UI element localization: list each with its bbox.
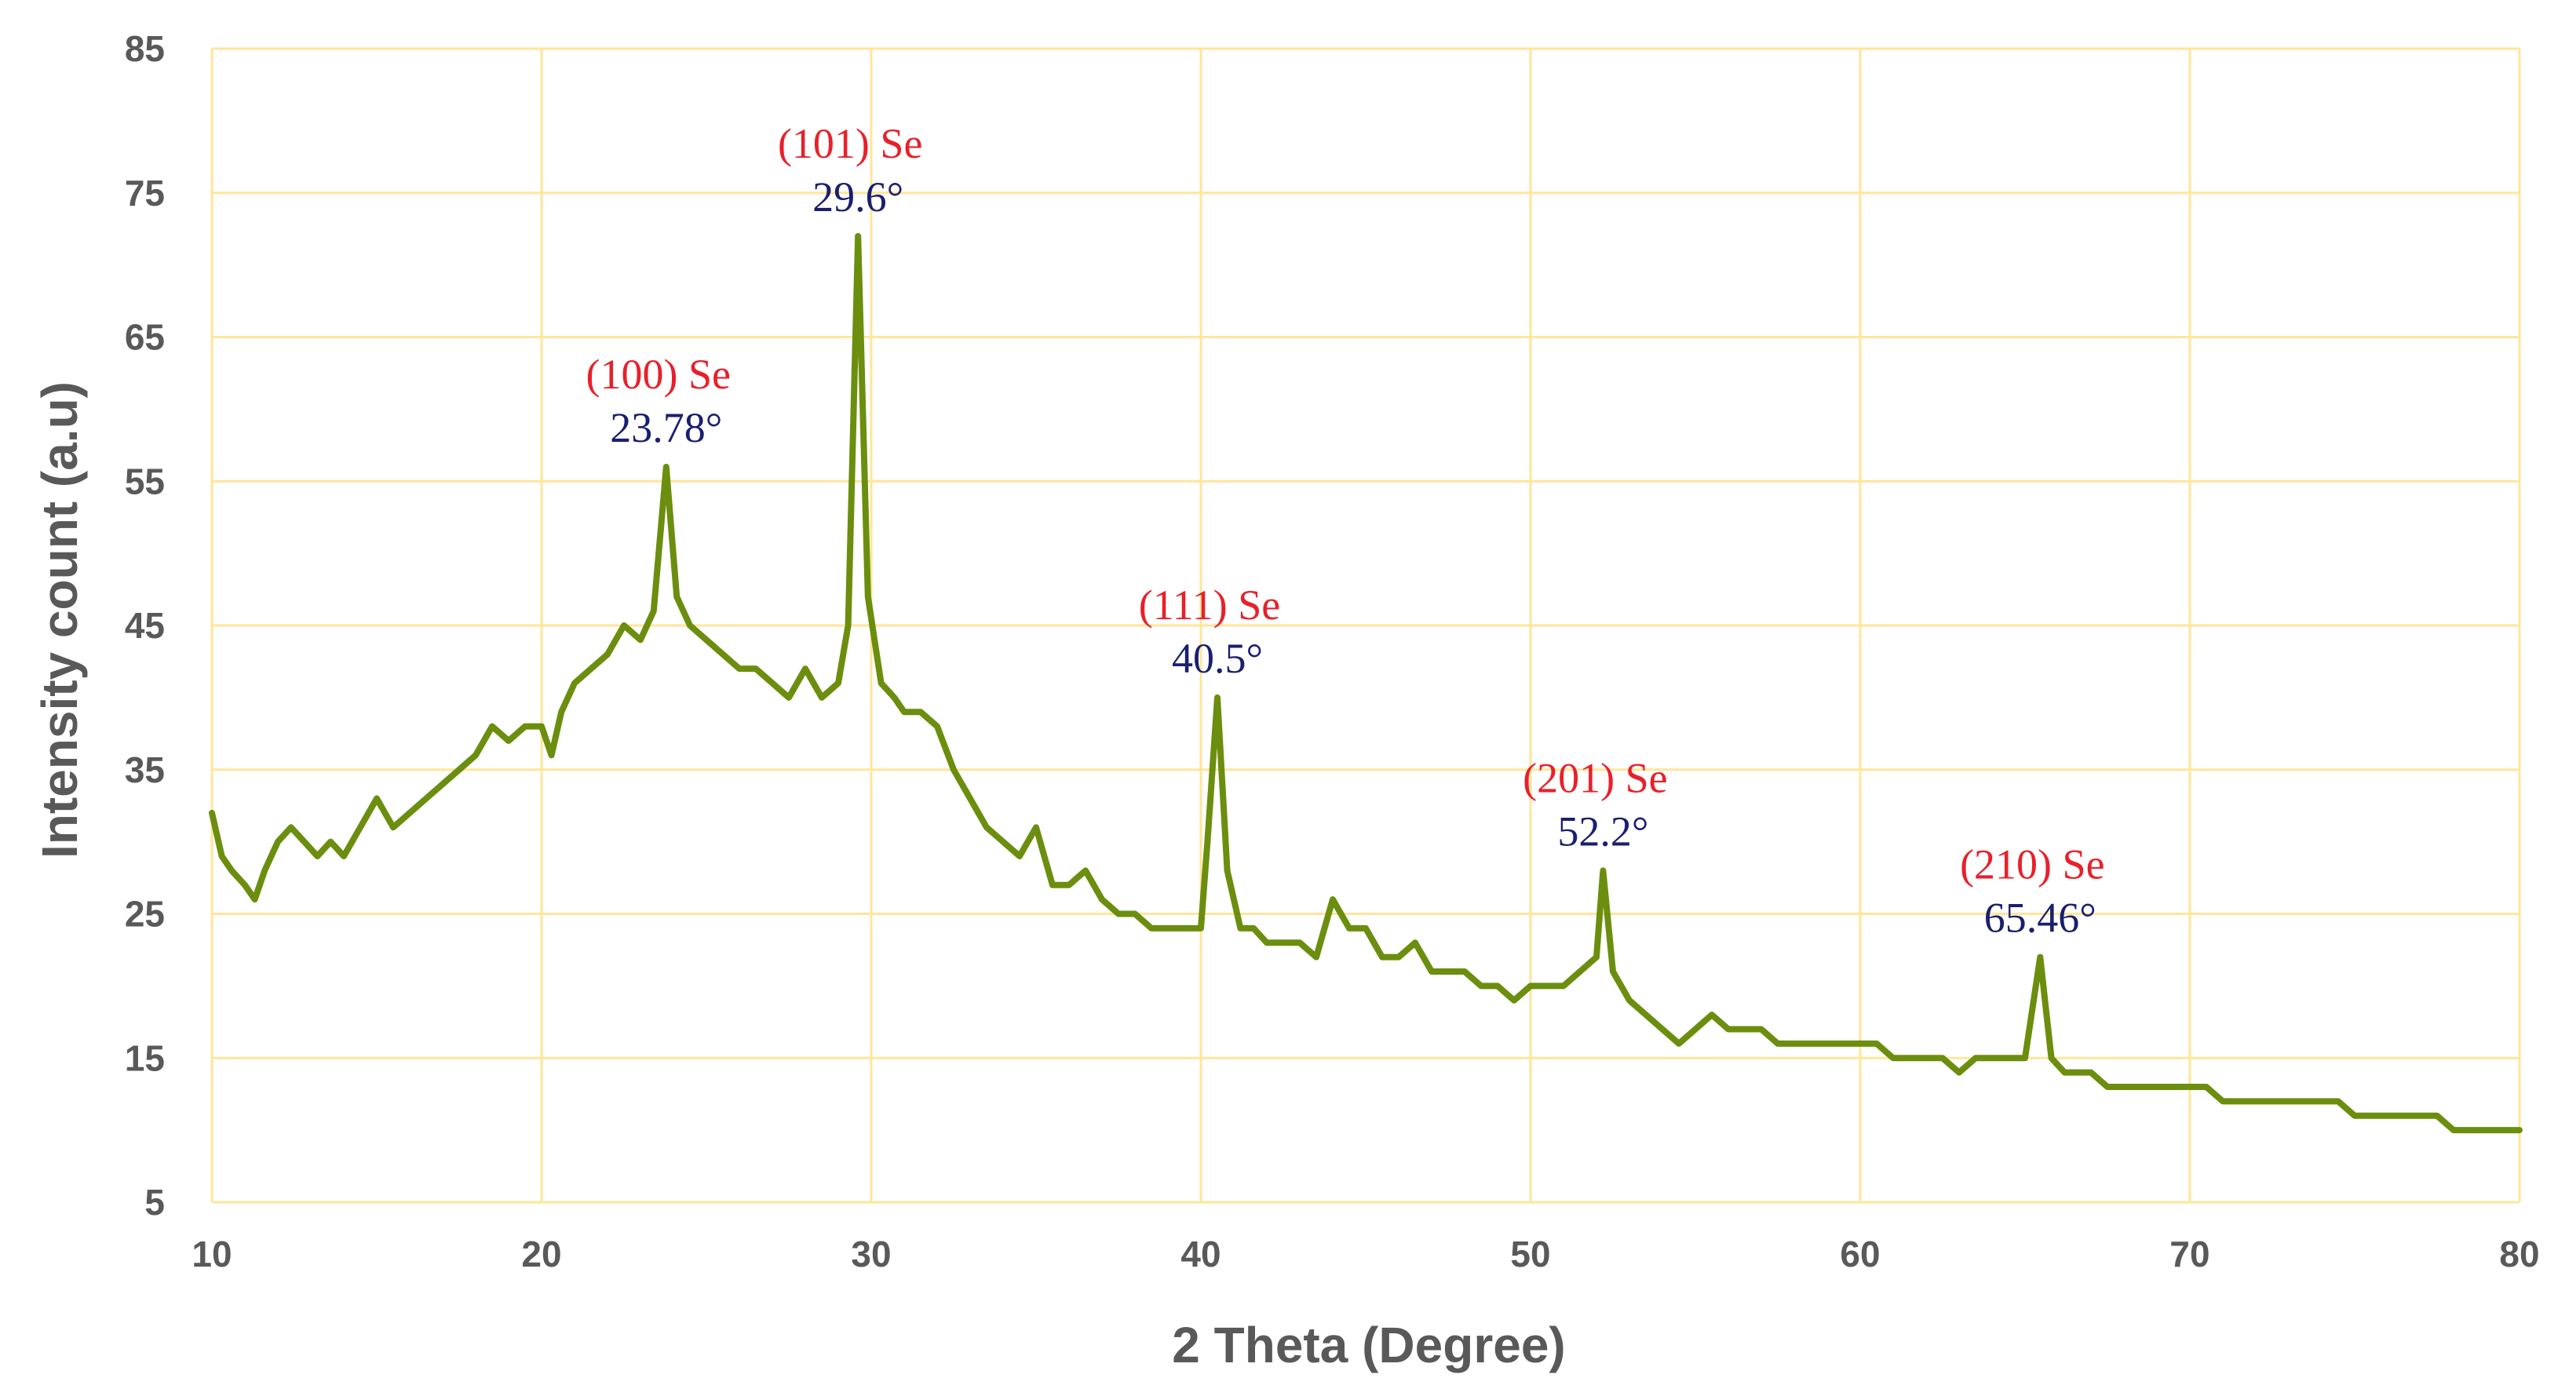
y-tick-label: 25 [125, 894, 165, 935]
peak-hkl-label: (210) Se [1960, 841, 2104, 888]
x-tick-label: 40 [1180, 1234, 1220, 1274]
series-line [209, 232, 2523, 1134]
peak-annotations: (100) Se 23.78° (101) Se 29.6° (111) Se 40.5°… [586, 120, 2105, 942]
y-tick-label: 85 [125, 28, 165, 69]
peak-angle-label: 65.46° [1984, 895, 2096, 942]
grid-layer [210, 47, 2521, 1204]
series-layer [209, 232, 2523, 1134]
peak-angle-label: 23.78° [610, 404, 722, 451]
x-tick-label: 10 [192, 1234, 232, 1274]
y-tick-label: 55 [125, 461, 165, 501]
y-tick-label: 15 [125, 1037, 165, 1078]
x-tick-label: 70 [2169, 1234, 2209, 1274]
peak-hkl-label: (100) Se [586, 351, 731, 398]
peak-angle-label: 29.6° [812, 173, 903, 221]
x-tick-label: 80 [2499, 1234, 2539, 1274]
y-tick-label: 65 [125, 317, 165, 358]
y-axis-ticks: 5 15 25 35 45 55 65 75 85 [125, 28, 165, 1223]
y-tick-label: 35 [125, 749, 165, 790]
peak-angle-label: 40.5° [1172, 635, 1263, 682]
x-tick-label: 50 [1510, 1234, 1550, 1274]
peak-angle-label: 52.2° [1557, 808, 1648, 855]
y-tick-label: 45 [125, 605, 165, 646]
peak-hkl-label: (111) Se [1139, 582, 1280, 629]
peak-hkl-label: (201) Se [1523, 754, 1667, 801]
y-axis-title: Intensity count (a.u) [31, 381, 88, 859]
y-tick-label: 75 [125, 173, 165, 213]
y-tick-label: 5 [144, 1182, 165, 1223]
x-axis-title: 2 Theta (Degree) [1172, 1317, 1565, 1373]
x-tick-label: 30 [851, 1234, 891, 1274]
peak-hkl-label: (101) Se [778, 120, 922, 167]
x-axis-ticks: 10 20 30 40 50 60 70 80 [192, 1234, 2539, 1274]
x-tick-label: 60 [1840, 1234, 1880, 1274]
x-tick-label: 20 [521, 1234, 561, 1274]
